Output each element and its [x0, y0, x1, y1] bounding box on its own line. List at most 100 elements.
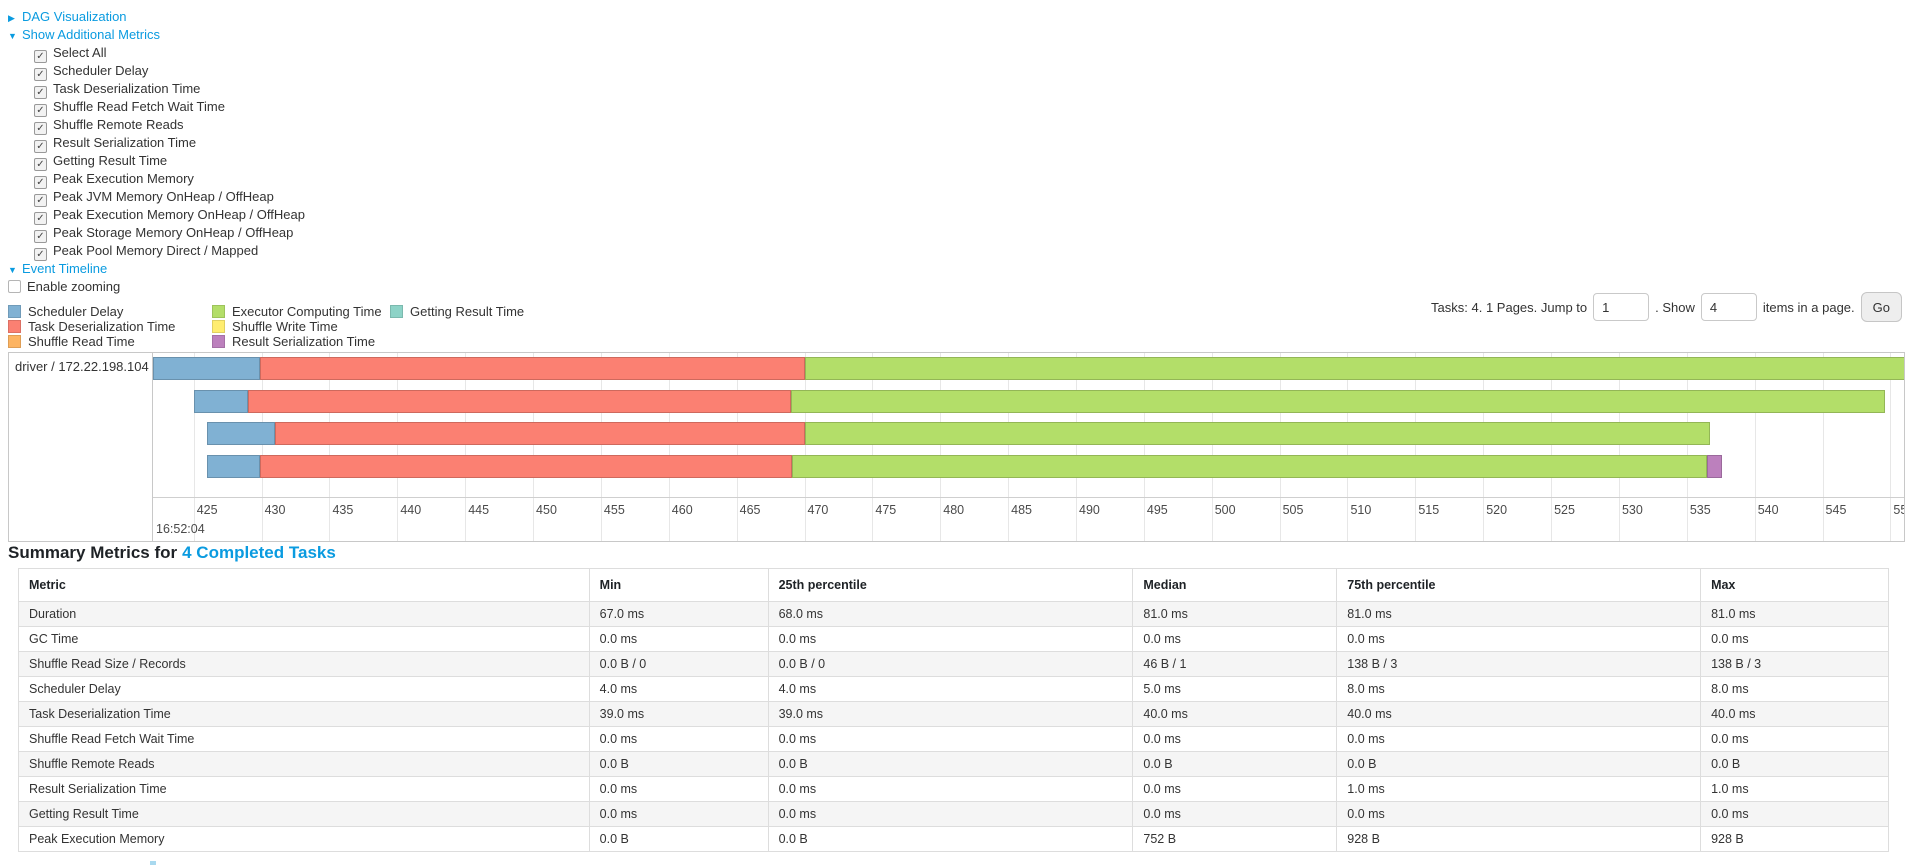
legend-item-scheduler-delay: Scheduler Delay	[8, 304, 212, 319]
checkbox-peak-execution-memory[interactable]: ✓	[34, 176, 47, 189]
checkbox-result-serialization-time[interactable]: ✓	[34, 140, 47, 153]
timeline-bar-executor_computing[interactable]	[790, 389, 1885, 413]
timeline-tick-label: 455	[603, 503, 625, 517]
column-header-75th-percentile: 75th percentile	[1336, 568, 1702, 602]
timeline-gridline	[533, 353, 535, 541]
timeline-tick-label: 545	[1825, 503, 1847, 517]
checkbox-label-peak-storage-memory-onheap-offheap: Peak Storage Memory OnHeap / OffHeap	[53, 225, 294, 240]
metric-checkbox-row: ✓ Scheduler Delay	[8, 62, 305, 81]
completed-tasks-link[interactable]: 4 Completed Tasks	[182, 543, 336, 562]
timeline-gridline	[465, 353, 467, 541]
timeline-gridline	[397, 353, 399, 541]
checkbox-scheduler-delay[interactable]: ✓	[34, 68, 47, 81]
metric-value-cell: 0.0 ms	[1336, 726, 1702, 752]
timeline-gridline	[1415, 353, 1417, 541]
metric-value-cell: 0.0 ms	[588, 626, 769, 652]
show-additional-metrics-toggle[interactable]: ▼ Show Additional Metrics	[8, 26, 305, 44]
timeline-tick-label: 490	[1079, 503, 1100, 517]
tasks-count-label: Tasks: 4. 1 Pages. Jump to	[1431, 299, 1588, 315]
metric-value-cell: 0.0 ms	[767, 801, 1134, 827]
timeline-tick-label: 495	[1146, 503, 1168, 517]
metric-value-cell: 0.0 ms	[767, 626, 1134, 652]
timeline-bar-scheduler_delay[interactable]	[207, 454, 261, 478]
metric-value-cell: 0.0 ms	[1700, 626, 1889, 652]
timeline-bar-executor_computing[interactable]	[804, 357, 1904, 380]
show-additional-metrics-link[interactable]: Show Additional Metrics	[22, 27, 161, 42]
timeline-bar-task_deserialization[interactable]	[260, 454, 793, 478]
checkbox-shuffle-read-fetch-wait-time[interactable]: ✓	[34, 104, 47, 117]
timeline-gridline	[1822, 353, 1824, 541]
timeline-tick-label: 435	[332, 503, 354, 517]
timeline-group-column: driver / 172.22.198.104	[9, 353, 153, 541]
dag-visualization-toggle[interactable]: ▶ DAG Visualization	[8, 8, 305, 26]
metric-checkbox-row: ✓ Shuffle Remote Reads	[8, 116, 305, 135]
checkbox-task-deserialization-time[interactable]: ✓	[34, 86, 47, 99]
dag-visualization-link[interactable]: DAG Visualization	[22, 9, 127, 24]
checkbox-peak-execution-memory-onheap-offheap[interactable]: ✓	[34, 212, 47, 225]
checkbox-peak-pool-memory-direct-mapped[interactable]: ✓	[34, 248, 47, 261]
metric-name-cell: Result Serialization Time	[18, 776, 590, 802]
go-button[interactable]: Go	[1860, 292, 1902, 322]
timeline-bar-task_deserialization[interactable]	[260, 357, 805, 380]
timeline-gridline	[1143, 353, 1145, 541]
timeline-bar-task_deserialization[interactable]	[248, 389, 791, 413]
metric-value-cell: 67.0 ms	[588, 601, 769, 627]
timeline-bar-task_deserialization[interactable]	[275, 422, 805, 445]
checkbox-getting-result-time[interactable]: ✓	[34, 158, 47, 171]
table-row-duration: Duration 67.0 ms 68.0 ms 81.0 ms 81.0 ms 81.0…	[18, 601, 1889, 627]
metric-value-cell: 8.0 ms	[1336, 676, 1702, 702]
timeline-bar-executor_computing[interactable]	[804, 422, 1710, 445]
timeline-gridline	[1754, 353, 1756, 541]
timeline-tick-label: 505	[1282, 503, 1304, 517]
timeline-axis-separator	[9, 497, 1904, 498]
metric-value-cell: 1.0 ms	[1336, 776, 1702, 802]
event-timeline-link[interactable]: Event Timeline	[22, 261, 108, 276]
expanded-arrow-icon: ▼	[8, 265, 17, 275]
checkbox-select-all[interactable]: ✓	[34, 50, 47, 63]
timeline-gridline	[1076, 353, 1077, 541]
timeline-bar-scheduler_delay[interactable]	[193, 389, 248, 413]
timeline-legend: Scheduler Delay Task Deserialization Time…	[8, 304, 524, 349]
timeline-gridline	[261, 353, 263, 541]
timeline-gridline	[1008, 353, 1010, 541]
enable-zooming-checkbox[interactable]	[8, 280, 21, 293]
metric-value-cell: 0.0 ms	[767, 726, 1134, 752]
legend-label: Result Serialization Time	[232, 334, 376, 349]
timeline-gridline	[1551, 353, 1553, 541]
timeline-bar-scheduler_delay[interactable]	[207, 422, 276, 445]
metric-value-cell: 0.0 B	[767, 826, 1134, 852]
table-row-shuffle-read-size-records: Shuffle Read Size / Records 0.0 B / 0 0.0 …	[18, 651, 1889, 677]
timeline-bar-executor_computing[interactable]	[792, 454, 1708, 478]
checkbox-shuffle-remote-reads[interactable]: ✓	[34, 122, 47, 135]
timeline-bar-scheduler_delay[interactable]	[153, 357, 261, 380]
column-header-median: Median	[1132, 568, 1338, 602]
timeline-gridline	[1890, 353, 1892, 541]
checkbox-label-task-deserialization-time: Task Deserialization Time	[53, 81, 201, 96]
metric-value-cell: 0.0 B	[588, 751, 769, 777]
metric-checkbox-row: ✓ Select All	[8, 44, 305, 63]
timeline-bar-result_serialization[interactable]	[1707, 454, 1723, 478]
timeline-tick-label: 515	[1418, 503, 1440, 517]
timeline-gridline	[1618, 353, 1620, 541]
metric-value-cell: 39.0 ms	[588, 701, 769, 727]
metric-value-cell: 39.0 ms	[767, 701, 1134, 727]
metric-value-cell: 0.0 ms	[1700, 726, 1889, 752]
table-header-row: Metric Min 25th percentile Median 75th perce…	[18, 568, 1889, 602]
timeline-tick-label: 540	[1757, 503, 1779, 517]
timeline-gridline	[1347, 353, 1349, 541]
metric-value-cell: 81.0 ms	[1336, 601, 1702, 627]
metric-value-cell: 5.0 ms	[1132, 676, 1338, 702]
legend-item-task-deserialization-time: Task Deserialization Time	[8, 319, 212, 334]
checkbox-peak-storage-memory-onheap-offheap[interactable]: ✓	[34, 230, 47, 243]
metric-value-cell: 4.0 ms	[588, 676, 769, 702]
metric-checkbox-row: ✓ Getting Result Time	[8, 152, 305, 171]
checkbox-peak-jvm-memory-onheap-offheap[interactable]: ✓	[34, 194, 47, 207]
metric-value-cell: 928 B	[1700, 826, 1889, 852]
checkbox-label-peak-pool-memory-direct-mapped: Peak Pool Memory Direct / Mapped	[53, 243, 259, 258]
column-header-min: Min	[588, 568, 769, 602]
event-timeline-toggle[interactable]: ▼ Event Timeline	[8, 260, 305, 278]
metric-name-cell: Duration	[18, 601, 590, 627]
jump-to-page-input[interactable]	[1593, 293, 1650, 321]
metric-checkbox-row: ✓ Peak Storage Memory OnHeap / OffHeap	[8, 224, 305, 243]
items-per-page-input[interactable]	[1700, 293, 1757, 321]
